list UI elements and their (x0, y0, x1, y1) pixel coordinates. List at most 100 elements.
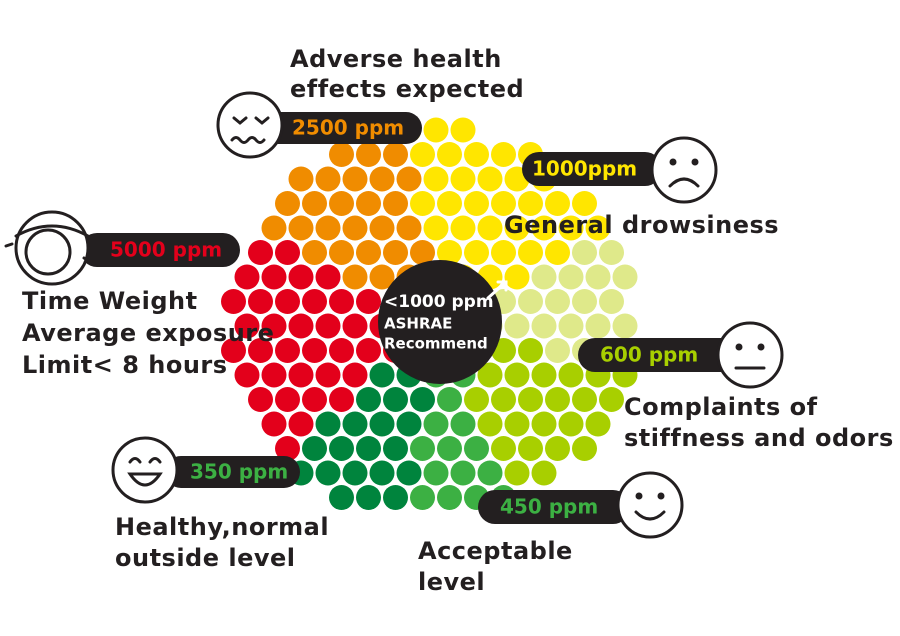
dot (504, 313, 530, 339)
dot (477, 166, 503, 192)
dot (356, 485, 381, 510)
dot (261, 362, 287, 388)
dot (477, 411, 503, 437)
pill (165, 456, 300, 488)
dot (572, 191, 597, 216)
dot (572, 387, 597, 412)
dot (329, 142, 354, 167)
dot (356, 387, 381, 412)
dot (450, 411, 476, 437)
dot (288, 362, 314, 388)
dot (261, 215, 287, 241)
ppm-label: 450 ppm (500, 495, 598, 519)
dot (504, 215, 530, 241)
dot (410, 191, 435, 216)
dot (531, 215, 557, 241)
dot (369, 264, 395, 290)
dot (275, 338, 300, 363)
dot (288, 313, 314, 339)
dot (477, 362, 503, 388)
dot (410, 485, 435, 510)
dot (464, 191, 489, 216)
dot (288, 215, 314, 241)
dot (437, 436, 462, 461)
dot (491, 436, 516, 461)
dot (315, 411, 341, 437)
dot (329, 387, 354, 412)
dot (612, 313, 638, 339)
face-laugh (111, 436, 179, 504)
dot (234, 362, 260, 388)
ppm-label: 2500 ppm (292, 116, 404, 140)
dot (464, 240, 489, 265)
dot (383, 485, 408, 510)
description: Complaints of (624, 393, 818, 421)
dot (261, 411, 287, 437)
dot (437, 191, 462, 216)
dot (302, 436, 327, 461)
face-smile (616, 471, 684, 539)
dot (450, 166, 476, 192)
dot (369, 460, 395, 486)
dot (275, 191, 300, 216)
dot (531, 460, 557, 486)
description: Healthy,normal (115, 513, 329, 541)
description: General drowsiness (504, 211, 779, 239)
dot (423, 117, 449, 143)
dot (302, 289, 327, 314)
dot (518, 338, 543, 363)
dot (423, 411, 449, 437)
dot (356, 142, 381, 167)
dot (504, 460, 530, 486)
dot (437, 387, 462, 412)
ppm-label: 1000ppm (532, 157, 637, 181)
dot (329, 191, 354, 216)
center-text: Recommend (384, 335, 488, 353)
ppm-label: 350 ppm (190, 460, 288, 484)
dot (315, 215, 341, 241)
dot (491, 387, 516, 412)
face-sick (216, 91, 284, 159)
dot (531, 313, 557, 339)
dot (464, 387, 489, 412)
dot (545, 387, 570, 412)
dot (342, 215, 368, 241)
pill (578, 338, 738, 372)
dot (437, 485, 462, 510)
pill (522, 152, 662, 186)
dot (302, 387, 327, 412)
dot (315, 313, 341, 339)
dot (356, 436, 381, 461)
dot (329, 338, 354, 363)
dot (396, 166, 422, 192)
dot (410, 240, 435, 265)
dot (248, 338, 273, 363)
dot (315, 362, 341, 388)
description: Acceptable (418, 537, 573, 565)
dot (423, 166, 449, 192)
dot (423, 460, 449, 486)
center-disc (378, 260, 502, 384)
dot (356, 240, 381, 265)
dot (275, 240, 300, 265)
dot (477, 460, 503, 486)
dot (369, 411, 395, 437)
dot (572, 289, 597, 314)
dot (504, 264, 530, 290)
pill (80, 233, 240, 267)
center-text: <1000 ppm (384, 292, 494, 312)
dot (545, 191, 570, 216)
dot (302, 240, 327, 265)
dot (504, 362, 530, 388)
dot (531, 362, 557, 388)
dot (477, 215, 503, 241)
dot (410, 387, 435, 412)
dot (288, 264, 314, 290)
dot (275, 387, 300, 412)
dot (234, 313, 260, 339)
center-text: ASHRAE (384, 315, 452, 333)
dot (329, 485, 354, 510)
dot (518, 387, 543, 412)
dot (329, 289, 354, 314)
